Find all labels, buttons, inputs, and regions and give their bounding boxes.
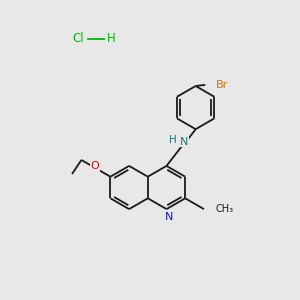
Text: N: N (165, 212, 173, 223)
Text: H: H (106, 32, 116, 46)
Text: Br: Br (215, 80, 228, 90)
Text: CH₃: CH₃ (215, 203, 233, 214)
Text: N: N (180, 137, 188, 147)
Text: H: H (169, 135, 177, 145)
Text: O: O (91, 161, 100, 171)
Text: Cl: Cl (72, 32, 84, 46)
